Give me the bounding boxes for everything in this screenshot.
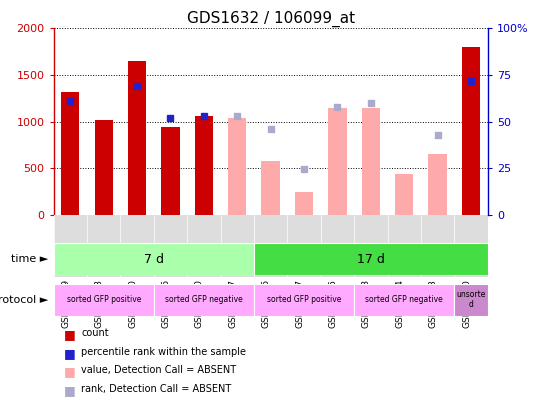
Text: ■: ■ [64,365,76,378]
Text: sorted GFP negative: sorted GFP negative [165,295,243,304]
Bar [354,284,455,316]
Bar [262,161,280,215]
Bar [154,284,254,316]
Text: rank, Detection Call = ABSENT: rank, Detection Call = ABSENT [81,384,232,394]
Bar [254,284,354,316]
Bar [295,192,313,215]
Text: ■: ■ [64,328,76,341]
Bar [455,284,488,316]
Text: unsorte
d: unsorte d [456,290,486,309]
Text: 7 d: 7 d [144,253,164,266]
Bar [195,116,213,215]
Text: count: count [81,328,109,338]
Bar [61,92,79,215]
Text: sorted GFP negative: sorted GFP negative [366,295,443,304]
Text: ■: ■ [64,384,76,397]
Text: protocol ►: protocol ► [0,295,48,305]
Text: sorted GFP positive: sorted GFP positive [66,295,141,304]
Bar [54,243,254,275]
Text: ■: ■ [64,347,76,360]
Text: 17 d: 17 d [357,253,385,266]
Bar [54,284,154,316]
Bar [94,119,113,215]
Bar [395,174,413,215]
Title: GDS1632 / 106099_at: GDS1632 / 106099_at [187,11,355,27]
Text: value, Detection Call = ABSENT: value, Detection Call = ABSENT [81,365,236,375]
Bar [328,109,347,215]
Bar [254,243,488,275]
Bar [228,118,247,215]
Bar [128,61,146,215]
Text: percentile rank within the sample: percentile rank within the sample [81,347,247,357]
Bar [462,47,480,215]
Bar [161,127,180,215]
Bar [362,109,380,215]
Text: time ►: time ► [11,254,48,264]
Text: sorted GFP positive: sorted GFP positive [267,295,341,304]
Bar [428,154,447,215]
